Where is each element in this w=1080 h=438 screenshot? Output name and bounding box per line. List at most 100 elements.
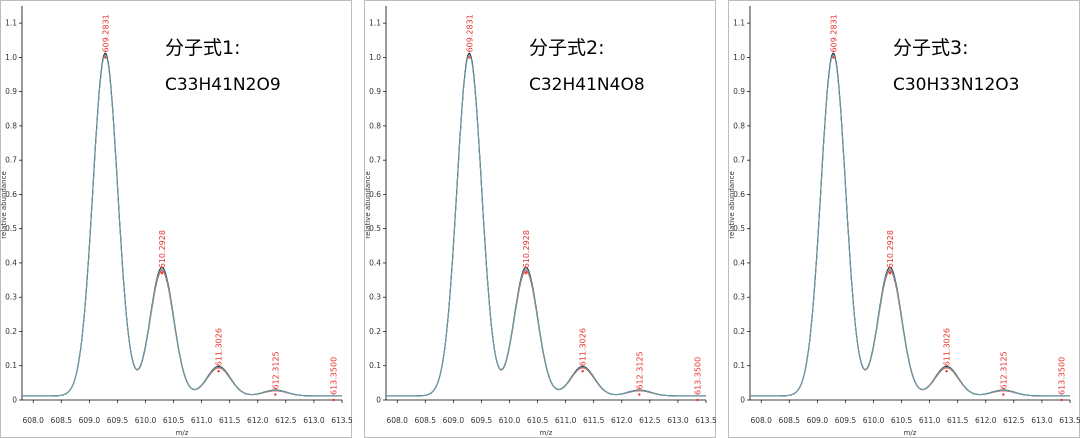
- peak-point: [1002, 393, 1005, 396]
- x-tick-label: 610.0: [499, 416, 521, 425]
- x-axis-label: m/z: [176, 429, 189, 437]
- peak-label: 612.3125: [999, 351, 1008, 389]
- peak-point: [696, 398, 699, 402]
- peak-point: [104, 56, 107, 59]
- formula-title: 分子式3:: [893, 37, 969, 59]
- y-tick-label: 0.9: [733, 87, 745, 96]
- series-line-3: [22, 54, 342, 397]
- formula-value: C32H41N4O8: [529, 75, 645, 95]
- x-tick-label: 611.0: [191, 416, 213, 425]
- panel-frame: [728, 0, 1080, 438]
- peak-point: [1060, 398, 1063, 402]
- x-tick-label: 608.0: [386, 416, 408, 425]
- y-tick-label: 1.0: [369, 53, 381, 62]
- formula-value: C33H41N2O9: [165, 75, 281, 95]
- series-line-3: [750, 54, 1070, 397]
- y-tick-label: 0: [12, 396, 17, 405]
- peak-point: [638, 393, 641, 396]
- x-tick-label: 610.0: [135, 416, 157, 425]
- peak-label: 610.2928: [522, 230, 531, 268]
- x-tick-label: 613.5: [1059, 416, 1080, 425]
- y-tick-label: 0.6: [733, 190, 745, 199]
- peak-point: [581, 370, 584, 373]
- peak-label: 612.3125: [635, 351, 644, 389]
- panel-frame: [364, 0, 716, 438]
- y-tick-label: 0.4: [369, 258, 381, 267]
- y-tick-label: 0.4: [733, 258, 745, 267]
- x-tick-label: 611.0: [555, 416, 577, 425]
- x-tick-label: 609.5: [835, 416, 857, 425]
- chart-panel-3: 0 0.1 0.2 0.3 0.4 0.5 0.6 0.7 0.8 0.9 1.0 1.1 608.0 6…: [728, 0, 1080, 438]
- x-tick-label: 610.5: [891, 416, 913, 425]
- peak-label: 609.2831: [465, 14, 474, 52]
- x-tick-label: 610.5: [163, 416, 185, 425]
- peak-label: 613.3500: [330, 357, 339, 395]
- y-tick-label: 1.1: [733, 19, 745, 28]
- y-tick-label: 0.6: [5, 190, 17, 199]
- y-tick-label: 0.5: [733, 224, 745, 233]
- x-tick-label: 608.5: [51, 416, 73, 425]
- x-tick-label: 611.5: [583, 416, 605, 425]
- x-axis-label: m/z: [904, 429, 917, 437]
- y-tick-label: 0.9: [5, 87, 17, 96]
- x-tick-label: 612.5: [1003, 416, 1025, 425]
- y-tick-label: 0.6: [369, 190, 381, 199]
- peak-point: [945, 370, 948, 373]
- y-axis-label: relative abundance: [0, 171, 8, 239]
- y-tick-label: 0.3: [5, 293, 17, 302]
- x-tick-label: 612.5: [639, 416, 661, 425]
- series-line-3: [386, 54, 706, 397]
- y-tick-label: 1.0: [733, 53, 745, 62]
- x-tick-label: 608.0: [750, 416, 772, 425]
- x-tick-label: 610.0: [863, 416, 885, 425]
- peak-label: 609.2831: [101, 14, 110, 52]
- peak-label: 611.3026: [579, 328, 588, 366]
- chart-panel-1: 0 0.1 0.2 0.3 0.4 0.5 0.6 0.7 0.8 0.9 1.0 1.1 608.0 6…: [0, 0, 353, 438]
- y-tick-label: 1.1: [5, 19, 17, 28]
- y-tick-label: 0.1: [369, 361, 381, 370]
- x-tick-label: 609.5: [107, 416, 129, 425]
- y-tick-label: 0.2: [733, 327, 745, 336]
- y-tick-label: 0.3: [733, 293, 745, 302]
- peak-point: [274, 393, 277, 396]
- y-tick-label: 0.2: [369, 327, 381, 336]
- x-tick-label: 611.5: [219, 416, 241, 425]
- peak-label: 610.2928: [158, 230, 167, 268]
- x-tick-label: 609.5: [471, 416, 493, 425]
- panel-frame: [0, 0, 352, 438]
- x-tick-label: 608.0: [22, 416, 44, 425]
- x-tick-label: 613.0: [303, 416, 325, 425]
- peak-label: 612.3125: [271, 351, 280, 389]
- x-tick-label: 613.0: [1031, 416, 1053, 425]
- peak-point: [217, 370, 220, 373]
- x-tick-label: 611.5: [947, 416, 969, 425]
- chart-panel-2: 0 0.1 0.2 0.3 0.4 0.5 0.6 0.7 0.8 0.9 1.0 1.1 608.0 6…: [364, 0, 717, 438]
- y-tick-label: 0.5: [369, 224, 381, 233]
- peak-label: 613.3500: [1058, 357, 1067, 395]
- x-tick-label: 609.0: [807, 416, 829, 425]
- x-tick-label: 612.0: [975, 416, 997, 425]
- y-axis-label: relative abundance: [728, 171, 736, 239]
- x-tick-label: 610.5: [527, 416, 549, 425]
- x-tick-label: 613.0: [667, 416, 689, 425]
- x-tick-label: 609.0: [443, 416, 465, 425]
- x-tick-label: 608.5: [779, 416, 801, 425]
- y-tick-label: 0.5: [5, 224, 17, 233]
- x-tick-label: 613.5: [331, 416, 353, 425]
- y-tick-label: 0.7: [5, 156, 17, 165]
- x-tick-label: 608.5: [415, 416, 437, 425]
- peak-label: 613.3500: [694, 357, 703, 395]
- formula-value: C30H33N12O3: [893, 75, 1019, 95]
- y-tick-label: 0.7: [733, 156, 745, 165]
- peak-point: [888, 272, 892, 275]
- y-tick-label: 0.4: [5, 258, 17, 267]
- y-tick-label: 0.8: [733, 121, 745, 130]
- peak-point: [832, 56, 835, 59]
- peak-label: 610.2928: [886, 230, 895, 268]
- y-tick-label: 0.8: [5, 121, 17, 130]
- formula-title: 分子式1:: [165, 37, 241, 59]
- y-tick-label: 0: [376, 396, 381, 405]
- peak-point: [468, 56, 471, 59]
- y-tick-label: 0.7: [369, 156, 381, 165]
